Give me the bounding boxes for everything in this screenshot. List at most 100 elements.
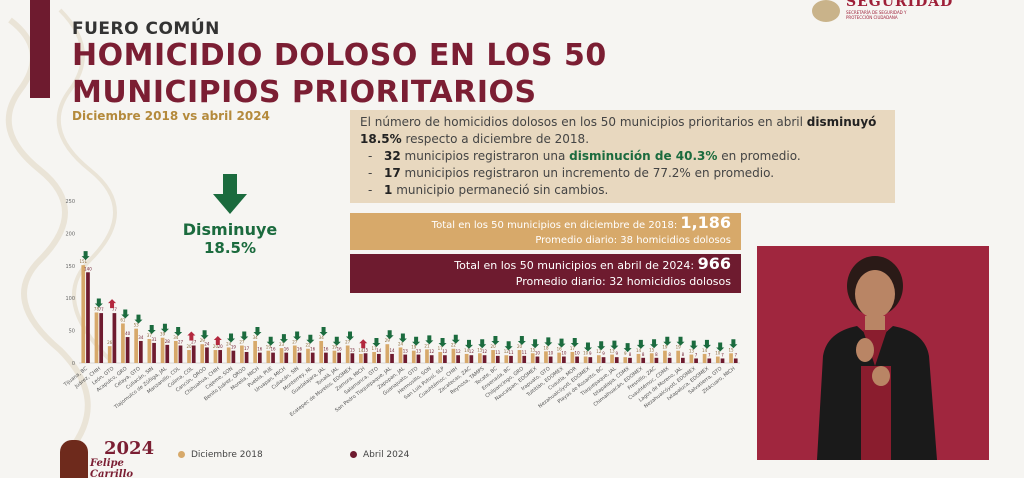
logo-subtext: SECRETARÍA DE SEGURIDAD Y PROTECCIÓN CIU…	[846, 10, 907, 20]
data-label-apr: 27	[191, 340, 197, 345]
summary-bullet: -17 municipios registraron un incremento…	[360, 165, 885, 182]
data-label-apr: 16	[323, 347, 329, 352]
bar-dec	[702, 353, 707, 363]
bar-dec	[187, 350, 191, 363]
data-label-apr: 15	[363, 347, 369, 352]
bar-apr	[310, 352, 315, 363]
data-label-apr: 16	[257, 347, 263, 352]
decrease-arrow-icon	[517, 336, 526, 346]
summary-box: El número de homicidios dolosos en los 5…	[350, 110, 895, 203]
decrease-word: Disminuye	[182, 220, 278, 239]
total-dec-box: Total en los 50 municipios en diciembre …	[350, 213, 741, 250]
data-label-dec: 27	[345, 340, 351, 345]
data-label-apr: 14	[389, 348, 395, 353]
data-label-apr: 12	[429, 349, 435, 354]
bar-dec	[464, 353, 469, 363]
data-label-dec: 15	[477, 347, 483, 352]
bar-dec	[121, 323, 125, 363]
decrease-arrow-icon	[385, 330, 394, 340]
data-label-apr: 16	[297, 347, 303, 352]
bar-dec	[240, 345, 244, 363]
data-label-dec: 18	[543, 345, 549, 350]
decrease-arrow-icon	[134, 314, 143, 324]
decrease-arrow-icon	[663, 336, 672, 346]
decrease-arrow-icon	[597, 341, 606, 351]
data-label-dec: 14	[358, 348, 364, 353]
bar-apr	[469, 355, 474, 363]
data-label-apr: 15	[350, 347, 356, 352]
bar-dec	[610, 354, 614, 363]
decrease-arrow-icon	[689, 340, 698, 350]
bar-apr	[628, 357, 632, 363]
title-accent-bar	[30, 0, 50, 98]
bar-dec	[504, 355, 509, 363]
total-dec-value: 1,186	[680, 213, 731, 232]
data-label-apr: 34	[138, 335, 144, 340]
bar-apr	[509, 355, 513, 363]
y-tick-label: 0	[72, 361, 75, 367]
data-label-dec: 26	[107, 340, 113, 345]
bar-dec	[689, 354, 694, 363]
legend-apr-label: Abril 2024	[363, 450, 410, 460]
bar-dec	[173, 340, 178, 363]
decrease-arrow-icon	[544, 337, 553, 347]
data-label-dec: 27	[239, 340, 245, 345]
data-label-apr: 14	[376, 348, 382, 353]
bar-dec	[306, 348, 310, 363]
bar-apr	[205, 347, 209, 363]
bar-dec	[359, 353, 363, 363]
bar-dec	[649, 353, 654, 363]
data-label-apr: 10	[535, 351, 541, 356]
data-label-apr: 8	[655, 352, 658, 357]
decrease-arrow-icon	[676, 336, 685, 346]
bar-apr	[588, 357, 593, 363]
data-label-dec: 34	[173, 335, 179, 340]
bullet-text: municipio permaneció sin cambios.	[396, 183, 609, 197]
bar-apr	[138, 340, 143, 363]
sign-language-interpreter-video	[757, 246, 989, 460]
bar-apr	[575, 356, 579, 363]
bar-dec	[372, 351, 376, 363]
data-label-dec: 151	[79, 259, 87, 264]
bar-apr	[429, 355, 434, 363]
data-label-apr: 7	[721, 352, 724, 357]
bar-dec	[160, 337, 165, 363]
data-label-dec: 19	[662, 345, 668, 350]
data-label-dec: 19	[676, 345, 682, 350]
decrease-arrow-icon	[610, 340, 619, 350]
decrease-arrow-icon	[504, 341, 513, 351]
bar-apr	[390, 353, 394, 363]
down-arrow-icon	[213, 174, 247, 214]
bullet-count: 1	[384, 183, 393, 197]
bar-apr	[86, 272, 90, 363]
data-label-apr: 13	[416, 349, 422, 354]
legend-dec-swatch	[178, 451, 185, 458]
bar-dec	[491, 350, 495, 363]
bar-apr	[324, 352, 328, 363]
data-label-dec: 17	[570, 346, 576, 351]
total-dec-daily: Promedio diario: 38 homicidios dolosos	[535, 235, 731, 246]
interpreter-figure	[817, 256, 937, 460]
data-label-apr: 10	[575, 351, 581, 356]
bar-dec	[134, 328, 138, 363]
bullet-count: 17	[384, 166, 401, 180]
data-label-apr: 16	[284, 347, 290, 352]
bar-apr	[363, 353, 368, 363]
data-label-dec: 37	[147, 333, 153, 338]
bar-apr	[482, 355, 487, 363]
summary-bullet: -32 municipios registraron una disminuci…	[360, 148, 885, 165]
decrease-callout: Disminuye 18.5%	[170, 174, 290, 257]
bar-dec	[676, 350, 681, 363]
data-label-dec: 10	[583, 351, 589, 356]
bar-apr	[641, 357, 646, 363]
bar-apr	[403, 354, 408, 363]
bar-apr	[218, 350, 223, 363]
total-dec-label: Total en los 50 municipios en diciembre …	[431, 220, 678, 231]
bar-apr	[350, 353, 355, 363]
legend-dec: Diciembre 2018	[178, 450, 263, 460]
data-label-dec: 22	[451, 343, 457, 348]
data-label-apr: 12	[482, 349, 488, 354]
data-label-apr: 13	[403, 349, 409, 354]
